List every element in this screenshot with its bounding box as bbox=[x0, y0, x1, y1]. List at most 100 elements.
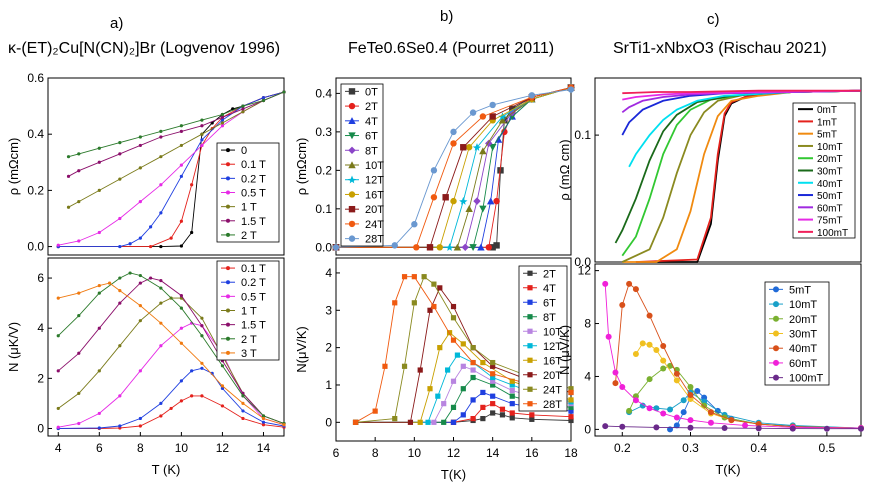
data-point bbox=[437, 285, 443, 291]
legend-marker bbox=[527, 372, 533, 378]
data-point bbox=[118, 424, 122, 428]
data-point bbox=[479, 205, 487, 213]
data-point bbox=[138, 304, 142, 308]
x-tick-label: 10 bbox=[175, 441, 189, 455]
plot-frame bbox=[335, 77, 572, 256]
data-point bbox=[241, 104, 245, 108]
series-75mT bbox=[622, 89, 862, 101]
data-point bbox=[261, 96, 266, 100]
data-point bbox=[407, 419, 414, 425]
chart-b-top: 0.0 0.1 0.2 0.3 0.4 ρ (mΩcm) 0T 2T 4T 6T 8T 10T 12T 1… bbox=[294, 77, 576, 256]
data-point bbox=[470, 415, 476, 422]
data-point bbox=[568, 414, 574, 420]
data-point bbox=[490, 374, 496, 381]
series-line bbox=[355, 287, 572, 423]
legend-label: 50mT bbox=[817, 191, 843, 202]
data-point bbox=[77, 291, 81, 295]
data-point bbox=[653, 424, 660, 431]
data-point bbox=[159, 129, 163, 133]
legend-marker bbox=[226, 266, 230, 271]
legend-marker bbox=[348, 235, 356, 242]
legend-marker bbox=[773, 330, 779, 337]
y-tick-label: 0 bbox=[584, 422, 591, 436]
series-0.1T bbox=[56, 394, 286, 431]
data-point bbox=[138, 236, 142, 240]
legend-label: 20mT bbox=[789, 314, 817, 326]
data-point bbox=[241, 107, 245, 111]
data-point bbox=[200, 132, 204, 136]
y-tick-label: 4 bbox=[584, 369, 591, 383]
y-tick-label: 0.4 bbox=[27, 127, 44, 141]
data-point bbox=[200, 138, 204, 142]
series-line bbox=[68, 91, 285, 208]
data-point bbox=[149, 276, 153, 280]
data-point bbox=[431, 303, 437, 310]
chart-a-top: 0.0 0.2 0.4 0.6 ρ (mΩcm) 0 0.1 T 0.2 T 0.5 T 1 T 1… bbox=[6, 71, 286, 256]
legend-marker bbox=[226, 336, 230, 341]
legend-label: 20T bbox=[365, 204, 384, 216]
legend-label: 0 bbox=[241, 145, 247, 157]
data-point bbox=[470, 345, 476, 351]
y-tick-label: 0.6 bbox=[27, 71, 44, 85]
data-point bbox=[66, 205, 71, 209]
data-point bbox=[490, 371, 496, 377]
data-point bbox=[687, 391, 694, 398]
legend-label: 0.1 T bbox=[241, 263, 266, 275]
series-line bbox=[68, 91, 285, 158]
data-point bbox=[602, 423, 609, 430]
legend-marker bbox=[348, 102, 356, 110]
data-point bbox=[465, 144, 473, 151]
legend: 0.1 T 0.2 T 0.5 T 1 T 1.5 T 2 T 3 T bbox=[216, 260, 280, 361]
data-point bbox=[450, 303, 457, 310]
data-point bbox=[755, 425, 762, 432]
data-point bbox=[673, 414, 680, 421]
legend-label: 0T bbox=[365, 86, 378, 98]
y-tick-label: 3 bbox=[325, 303, 332, 317]
data-point bbox=[568, 386, 574, 392]
legend-label: 28T bbox=[543, 399, 562, 411]
data-point bbox=[450, 128, 457, 136]
data-point bbox=[445, 367, 451, 373]
x-tick-label: 8 bbox=[372, 446, 379, 460]
legend-label: 60mT bbox=[817, 203, 843, 214]
series-line bbox=[58, 367, 285, 429]
data-point bbox=[77, 391, 81, 395]
legend-label: 3 T bbox=[241, 348, 257, 360]
legend-label: 10mT bbox=[817, 142, 843, 153]
data-point bbox=[528, 92, 536, 99]
data-point bbox=[441, 401, 447, 407]
y-tick-label: 0.2 bbox=[27, 183, 44, 197]
data-point bbox=[179, 129, 183, 133]
y-axis-label: N(μV/K) bbox=[294, 326, 309, 373]
data-point bbox=[179, 143, 183, 148]
series-line bbox=[622, 89, 861, 95]
data-point bbox=[509, 415, 515, 421]
data-point bbox=[470, 397, 476, 403]
legend-marker bbox=[527, 357, 533, 363]
data-point bbox=[469, 109, 477, 116]
panel-letter-a: a) bbox=[110, 15, 124, 32]
data-point bbox=[159, 344, 163, 348]
x-tick-label: 0.2 bbox=[614, 441, 631, 455]
data-point bbox=[282, 90, 286, 94]
data-point bbox=[612, 380, 619, 387]
data-point bbox=[632, 350, 639, 357]
data-point bbox=[411, 221, 418, 228]
data-point bbox=[392, 415, 398, 422]
data-point bbox=[149, 244, 153, 249]
data-point bbox=[179, 219, 183, 223]
y-axis-label: N (μV/K) bbox=[557, 325, 572, 375]
data-point bbox=[442, 194, 449, 201]
data-point bbox=[660, 365, 667, 372]
data-point bbox=[646, 405, 653, 412]
legend-marker bbox=[226, 204, 230, 209]
legend-marker bbox=[527, 299, 533, 305]
data-point bbox=[200, 316, 204, 320]
x-tick-label: 12 bbox=[447, 446, 461, 460]
data-point bbox=[118, 301, 122, 305]
legend-marker bbox=[773, 301, 779, 308]
data-point bbox=[391, 242, 398, 249]
legend-marker bbox=[226, 148, 230, 153]
data-point bbox=[728, 417, 735, 424]
data-point bbox=[392, 300, 398, 306]
